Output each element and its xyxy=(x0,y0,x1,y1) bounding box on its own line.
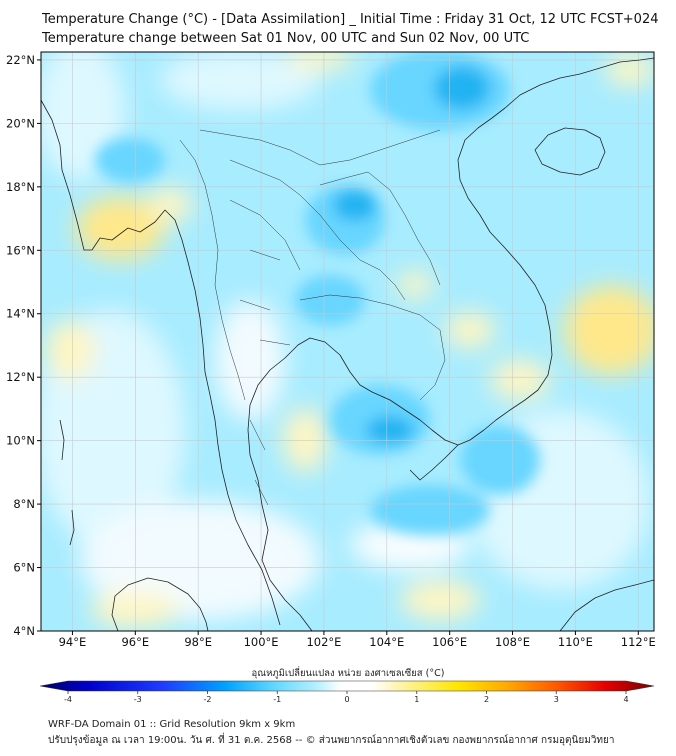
field-blob-yellow-north-edge xyxy=(285,52,355,70)
field-blob-yellow-south xyxy=(283,408,327,472)
border-cambodia xyxy=(299,294,446,401)
field-blob-yellow-myanmar xyxy=(75,196,165,260)
lat-tick-label: 8°N xyxy=(13,497,35,511)
lat-tick-label: 18°N xyxy=(6,180,35,194)
field-blob-yellow-scs-south xyxy=(490,360,550,400)
latitude-axis: 22°N 20°N 18°N 16°N 14°N 12°N 10°N 8°N 6°N 4°N xyxy=(6,53,41,638)
lat-tick-label: 12°N xyxy=(6,370,35,384)
lon-tick-label: 100°E xyxy=(244,635,279,649)
field-blob-light-south xyxy=(80,500,320,620)
field-blob-yellow-west xyxy=(45,320,95,380)
colorbar-label: อุณหภูมิเปลี่ยนแปลง หน่วย องศาเซลเซียส (… xyxy=(252,666,445,679)
field-blob-yellow-scs xyxy=(564,285,654,375)
border-thai-myanmar xyxy=(179,139,246,401)
coastline-andaman-islands xyxy=(59,419,75,546)
colorbar-tick-label: 2 xyxy=(484,695,489,704)
lon-tick-label: 106°E xyxy=(432,635,467,649)
lat-tick-label: 10°N xyxy=(6,434,35,448)
colorbar xyxy=(39,680,655,692)
field-blob-yellow-sw xyxy=(90,592,180,628)
field-blob-yellow-ne-corner xyxy=(605,54,654,86)
coastline-malay-east xyxy=(261,559,313,631)
colorbar-tick-label: 3 xyxy=(554,695,559,704)
plot-frame xyxy=(40,51,655,632)
field-blob-mid-west xyxy=(95,138,165,182)
border-laos-vietnam xyxy=(319,171,441,286)
field-blob-yellow-cambodia xyxy=(445,312,495,348)
colorbar-tick-label: 4 xyxy=(623,695,628,704)
field-blob-mid-scs xyxy=(460,425,540,495)
border-china xyxy=(199,129,441,166)
longitude-axis: 94°E 96°E 98°E 100°E 102°E 104°E 106°E 108°E 110… xyxy=(59,631,656,649)
lon-tick-label: 110°E xyxy=(558,635,593,649)
field-blob-yellow-east xyxy=(397,271,433,299)
coastline-myanmar-bay xyxy=(41,99,281,626)
colorbar-tick-label: 0 xyxy=(344,695,349,704)
graticule xyxy=(41,52,654,631)
lon-tick-label: 94°E xyxy=(59,635,87,649)
coastline-mekong-delta xyxy=(409,444,459,481)
colorbar-tick-label: -4 xyxy=(64,695,72,704)
temperature-field xyxy=(41,52,654,631)
country-borders xyxy=(179,129,446,506)
chart-title-line-1: Temperature Change (°C) - [Data Assimila… xyxy=(42,12,659,27)
lon-tick-label: 112°E xyxy=(621,635,656,649)
field-blob-light-north xyxy=(160,52,320,110)
lon-tick-label: 104°E xyxy=(369,635,404,649)
colorbar-ticks: -4 -3 -2 -1 0 1 2 3 4 xyxy=(64,691,629,704)
lat-tick-label: 22°N xyxy=(6,53,35,67)
field-blob-deep-laos xyxy=(333,189,377,221)
lon-tick-label: 96°E xyxy=(121,635,149,649)
field-blob-mid-south-sea xyxy=(370,485,490,535)
lon-tick-label: 102°E xyxy=(306,635,341,649)
lat-tick-label: 4°N xyxy=(13,624,35,638)
field-blob-mid-center xyxy=(295,275,365,325)
colorbar-tick-label: -3 xyxy=(134,695,142,704)
coastline-hainan xyxy=(534,127,606,176)
footer-model-info: WRF-DA Domain 01 :: Grid Resolution 9km … xyxy=(48,719,296,730)
coastline-borneo xyxy=(559,579,654,631)
lat-tick-label: 20°N xyxy=(6,116,35,130)
field-blob-yellow-gulf-south xyxy=(400,580,480,620)
lat-tick-label: 16°N xyxy=(6,243,35,257)
border-thai-laos xyxy=(229,159,406,301)
footer-update-info: ปรับปรุงข้อมูล ณ เวลา 19:00น. วัน ศ. ที่… xyxy=(48,735,615,746)
field-blob-deep-gulf xyxy=(366,416,414,444)
lat-tick-label: 6°N xyxy=(13,561,35,575)
lon-tick-label: 108°E xyxy=(495,635,530,649)
field-blob-white-center xyxy=(215,300,285,420)
lat-tick-label: 14°N xyxy=(6,307,35,321)
chart-title-line-2: Temperature change between Sat 01 Nov, 0… xyxy=(42,31,530,46)
coastline-sumatra xyxy=(111,577,209,631)
colorbar-tick-label: -1 xyxy=(273,695,281,704)
border-provinces-a xyxy=(229,199,301,506)
lon-tick-label: 98°E xyxy=(184,635,212,649)
field-blob-deep-vietnam-north xyxy=(434,66,490,110)
field-blob-yellow-myanmar-north xyxy=(148,187,192,223)
colorbar-tick-label: -2 xyxy=(204,695,212,704)
colorbar-tick-label: 1 xyxy=(414,695,419,704)
